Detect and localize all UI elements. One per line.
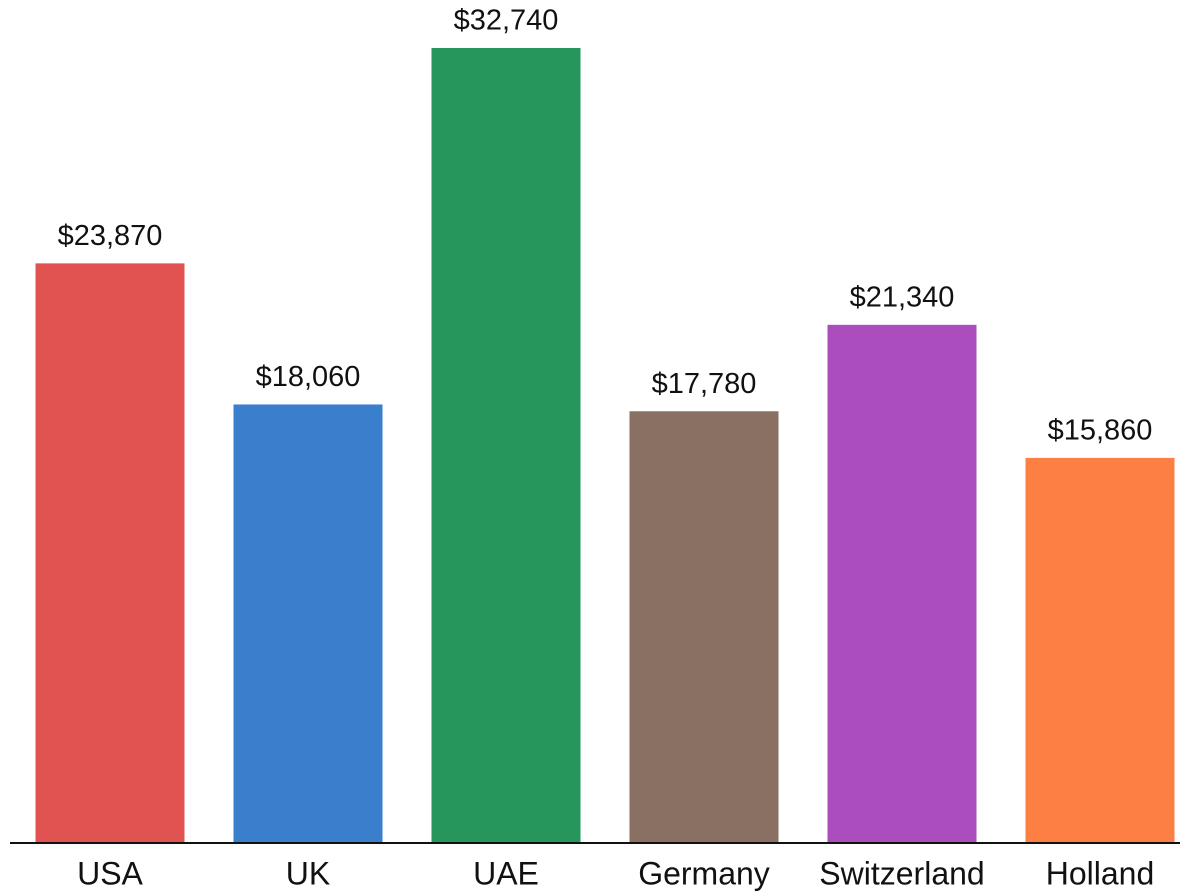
x-tick-label: Holland (1046, 855, 1155, 891)
bar (1025, 457, 1175, 843)
value-label: $32,740 (454, 5, 559, 37)
value-label: $17,780 (652, 368, 757, 400)
x-tick-label: UK (286, 855, 330, 891)
bar (233, 404, 383, 843)
x-tick-label: Germany (638, 855, 770, 891)
bar (827, 324, 977, 843)
bar (431, 48, 581, 843)
x-tick-label: UAE (473, 855, 539, 891)
value-label: $21,340 (850, 281, 955, 313)
value-label: $23,870 (58, 220, 163, 252)
value-label: $18,060 (256, 361, 361, 393)
bar (629, 411, 779, 843)
value-label: $15,860 (1048, 415, 1153, 447)
x-tick-label: USA (77, 855, 143, 891)
x-tick-label: Switzerland (819, 855, 984, 891)
bar (35, 263, 185, 844)
